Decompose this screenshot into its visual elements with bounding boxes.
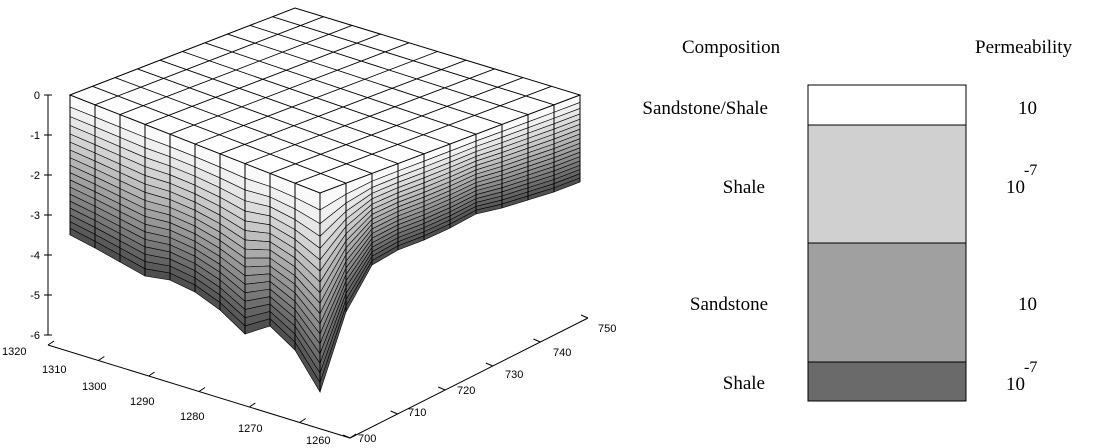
top-face [68,7,582,194]
x-tick-label: 1260 [306,435,330,447]
layer-shale-lower [807,361,967,402]
perm-exponent: -7 [1024,359,1037,376]
y-tick-labels: 700 710 720 730 740 750 [358,323,616,445]
layer-label: Shale [723,373,765,394]
layer-sandstone [807,242,967,363]
layer-shale-upper [807,124,967,244]
z-axis [44,94,52,336]
block-model-3d: 0 -1 -2 -3 -4 -5 -6 1320 1310 1300 1290 … [2,7,616,447]
y-tick-label: 740 [553,347,571,359]
z-tick-label: -2 [30,170,40,182]
perm-value: 10 [1018,98,1037,119]
permeability-header: Permeability [975,37,1073,58]
side-face-left [69,94,321,394]
layer-sandstone-shale [807,84,967,126]
layer-label: Shale [723,177,765,198]
perm-value: 10 [1006,177,1025,198]
z-tick-label: 0 [34,90,40,102]
stratigraphy-legend: Composition Permeability Sandstone/Shale… [642,37,1073,402]
y-tick-label: 700 [358,433,376,445]
y-tick-label: 720 [457,385,475,397]
y-tick-label: 710 [408,407,426,419]
composition-header: Composition [682,37,781,58]
layer-label: Sandstone [690,294,768,315]
z-tick-label: -6 [30,330,40,342]
x-tick-label: 1320 [2,346,26,358]
x-tick-label: 1310 [42,364,66,376]
x-tick-label: 1290 [130,396,154,408]
x-tick-label: 1280 [180,411,204,423]
z-tick-labels: 0 -1 -2 -3 -4 -5 -6 [30,90,40,342]
perm-value: 10 [1006,374,1025,395]
z-tick-label: -4 [30,250,40,262]
perm-exponent: -7 [1024,162,1037,179]
layer-label: Sandstone/Shale [642,98,768,119]
y-tick-label: 730 [505,369,523,381]
x-tick-label: 1270 [238,423,262,435]
z-tick-label: -1 [30,130,40,142]
strat-column [807,84,967,402]
z-tick-label: -5 [30,290,40,302]
x-tick-labels: 1320 1310 1300 1290 1280 1270 1260 [2,346,330,447]
z-tick-label: -3 [30,210,40,222]
side-face-right [319,94,581,393]
y-tick-label: 750 [598,323,616,335]
perm-value: 10 [1018,294,1037,315]
x-tick-label: 1300 [82,381,106,393]
y-axis [342,314,589,439]
